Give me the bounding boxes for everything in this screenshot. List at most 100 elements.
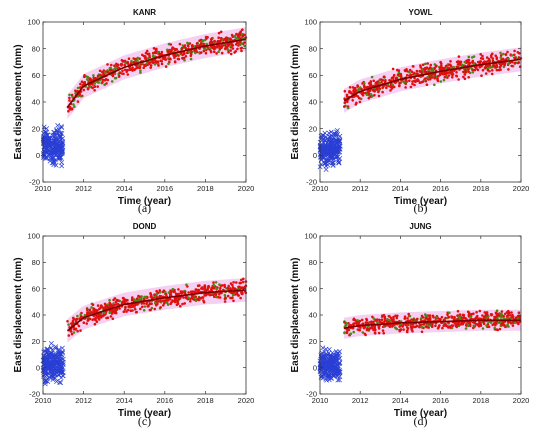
post-event-point <box>144 295 147 299</box>
post-event-point <box>383 319 387 323</box>
y-tick-label: 60 <box>309 284 317 293</box>
post-event-point <box>135 66 139 70</box>
post-event-point <box>453 317 456 321</box>
post-event-point <box>204 51 208 55</box>
post-event-point <box>382 331 386 335</box>
post-event-point <box>115 298 119 302</box>
post-event-point <box>503 62 507 65</box>
pre-event-point <box>44 373 50 378</box>
post-event-point <box>398 81 401 85</box>
post-event-point <box>363 85 366 89</box>
post-event-point <box>499 51 502 55</box>
post-event-point <box>455 71 458 74</box>
pre-event-point <box>323 157 329 163</box>
pre-event-point <box>49 363 55 369</box>
x-tick-label: 2020 <box>513 396 530 405</box>
post-event-point <box>128 67 132 71</box>
post-event-point <box>212 287 216 290</box>
post-event-point <box>385 86 388 90</box>
post-event-point <box>430 325 434 329</box>
post-event-point <box>345 95 349 98</box>
post-event-point <box>167 62 170 65</box>
post-event-point <box>92 308 95 312</box>
post-event-point <box>190 295 194 298</box>
x-tick-label: 2020 <box>238 184 255 193</box>
post-event-point <box>87 312 91 315</box>
post-event-point <box>436 79 440 83</box>
x-axis-label: Time (year) <box>118 408 171 419</box>
y-tick-label: 20 <box>32 124 40 133</box>
post-event-point <box>243 41 246 44</box>
post-event-point <box>466 324 470 328</box>
post-event-point <box>358 97 361 100</box>
post-event-point <box>424 66 427 70</box>
post-event-point <box>458 313 462 316</box>
y-tick-label: 60 <box>32 284 40 293</box>
pre-event-point <box>328 129 334 135</box>
post-event-point <box>499 56 503 59</box>
post-event-point <box>406 327 410 330</box>
pre-event-point <box>327 368 333 374</box>
post-event-point <box>440 315 444 319</box>
post-event-point <box>176 302 180 306</box>
post-event-point <box>435 316 438 319</box>
post-event-point <box>467 67 470 71</box>
panel-caption: (b) <box>414 201 428 215</box>
y-tick-label: 0 <box>36 151 40 160</box>
post-event-point <box>74 318 77 321</box>
post-event-point <box>82 321 86 325</box>
post-event-point <box>457 323 460 327</box>
post-event-point <box>187 291 190 294</box>
post-event-point <box>463 77 467 81</box>
post-event-point <box>125 310 128 313</box>
post-event-point <box>234 36 237 39</box>
post-event-point <box>365 318 369 322</box>
y-tick-label: 100 <box>27 232 40 241</box>
pre-event-point <box>320 375 326 381</box>
post-event-point <box>212 281 215 284</box>
post-event-point <box>205 289 208 292</box>
post-event-point <box>367 328 371 331</box>
x-tick-label: 2020 <box>238 396 255 405</box>
post-event-point <box>188 42 192 45</box>
post-event-point <box>97 81 100 84</box>
pre-event-point <box>59 163 65 169</box>
post-event-point <box>415 72 419 75</box>
post-event-point <box>167 291 171 294</box>
y-tick-label: 40 <box>32 98 40 107</box>
post-event-point <box>73 105 76 108</box>
post-event-point <box>391 83 394 87</box>
post-event-point <box>126 308 130 312</box>
pre-event-point <box>325 143 330 149</box>
post-event-point <box>108 311 111 315</box>
pre-event-point <box>44 150 50 156</box>
post-event-point <box>472 321 475 324</box>
post-event-point <box>99 306 102 310</box>
post-event-point <box>114 308 117 312</box>
post-event-point <box>74 92 77 95</box>
post-event-point <box>232 281 235 284</box>
y-tick-label: 80 <box>32 44 40 53</box>
post-event-point <box>82 88 86 92</box>
pre-event-point <box>334 350 340 356</box>
post-event-point <box>489 313 493 316</box>
post-event-point <box>111 310 114 314</box>
post-event-point <box>456 314 459 317</box>
pre-event-point <box>48 340 54 346</box>
post-event-point <box>67 323 70 326</box>
post-event-point <box>227 284 230 288</box>
post-event-point <box>111 317 115 321</box>
pre-event-point <box>59 125 65 131</box>
post-event-point <box>415 318 419 322</box>
post-event-point <box>396 73 400 76</box>
post-event-point <box>360 318 364 322</box>
x-tick-label: 2014 <box>392 184 409 193</box>
post-event-point <box>447 66 451 70</box>
post-event-point <box>382 75 386 78</box>
pre-event-point <box>59 367 65 373</box>
post-event-point <box>365 86 368 89</box>
post-event-point <box>463 73 467 76</box>
pre-event-point <box>51 129 57 135</box>
post-event-point <box>506 323 509 327</box>
post-event-point <box>352 89 355 92</box>
